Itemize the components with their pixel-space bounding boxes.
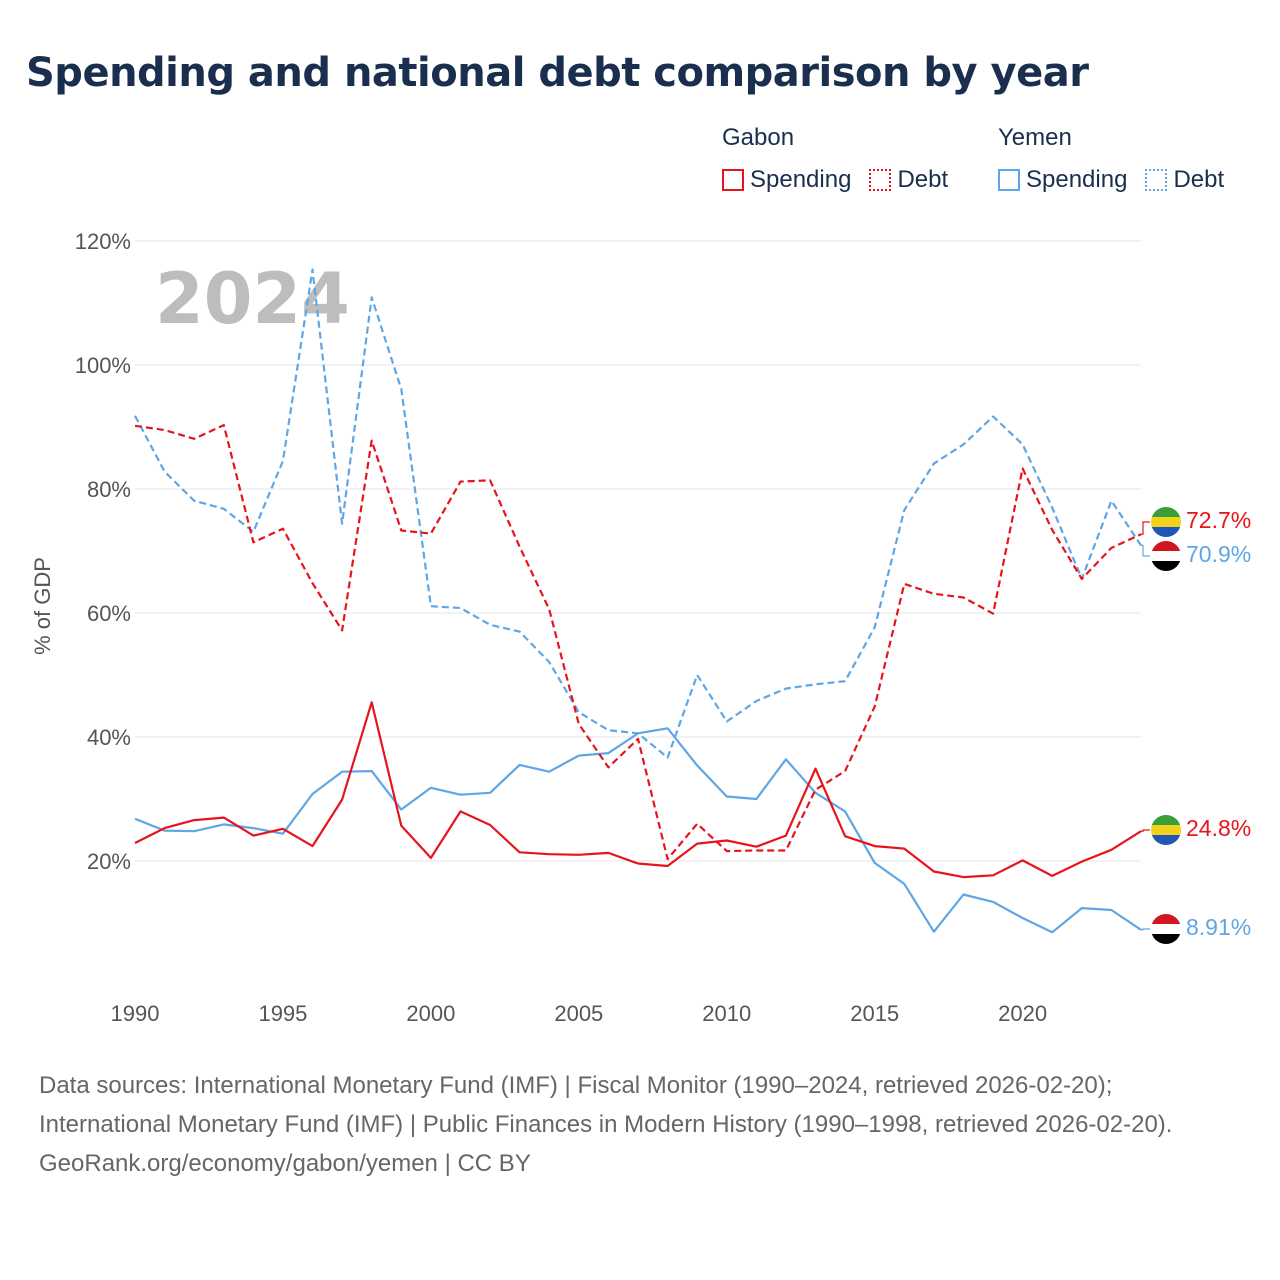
y-tick-label: 100% xyxy=(75,353,131,378)
x-tick-label: 1990 xyxy=(111,1001,160,1026)
legend-label: Spending xyxy=(1026,166,1128,193)
x-tick-label: 2005 xyxy=(554,1001,603,1026)
x-tick-label: 2020 xyxy=(998,1001,1047,1026)
y-tick-label: 80% xyxy=(87,477,131,502)
gridlines xyxy=(135,240,1141,862)
end-label-yemen-spending: 8.91% xyxy=(1186,914,1251,940)
legend-swatch-solid-icon xyxy=(722,169,744,191)
legend-group-name-yemen: Yemen xyxy=(998,124,1072,151)
end-label-yemen-debt: 70.9% xyxy=(1186,541,1251,567)
legend-label: Debt xyxy=(1173,166,1225,193)
series-line-gabon-debt[interactable] xyxy=(134,424,1142,861)
series-lines xyxy=(134,268,1150,934)
legend-item-gabon-debt[interactable]: Debt xyxy=(869,166,948,194)
legend-group-name-gabon: Gabon xyxy=(722,124,795,151)
data-sources: Data sources: International Monetary Fun… xyxy=(39,1072,1173,1138)
credit-link[interactable]: GeoRank.org/economy/gabon/yemen | CC BY xyxy=(39,1150,531,1177)
yemen-flag-icon xyxy=(1151,914,1181,944)
leader-line xyxy=(1141,829,1150,832)
leader-line xyxy=(1141,544,1150,557)
legend-label: Spending xyxy=(750,166,852,193)
y-tick-label: 40% xyxy=(87,725,131,750)
leader-line xyxy=(1141,928,1150,931)
footer: Data sources: International Monetary Fun… xyxy=(39,1066,1239,1183)
x-tick-label: 1995 xyxy=(258,1001,307,1026)
x-axis: 1990 1995 2000 2005 2010 2015 2020 xyxy=(111,1001,1048,1026)
series-line-yemen-spending[interactable] xyxy=(134,727,1142,934)
legend-swatch-solid-icon xyxy=(998,169,1020,191)
y-tick-label: 60% xyxy=(87,601,131,626)
y-axis-label: % of GDP xyxy=(30,557,55,655)
series-line-gabon-spending[interactable] xyxy=(134,701,1142,879)
gabon-flag-icon xyxy=(1151,815,1181,845)
year-watermark: 2024 xyxy=(155,258,350,340)
yemen-flag-icon xyxy=(1151,541,1181,571)
legend-item-gabon-spending[interactable]: Spending xyxy=(722,166,851,194)
y-tick-label: 120% xyxy=(75,229,131,254)
gabon-flag-icon xyxy=(1151,507,1181,537)
line-chart: 2024 20% 40% 60% 80% 100% 120% 1990 1995 2000 20… xyxy=(30,229,1251,1026)
y-tick-label: 20% xyxy=(87,849,131,874)
y-axis: 20% 40% 60% 80% 100% 120% xyxy=(75,229,131,874)
leader-line xyxy=(1141,521,1150,535)
chart-title: Spending and national debt comparison by… xyxy=(26,50,1089,96)
end-label-gabon-debt: 72.7% xyxy=(1186,507,1251,533)
end-markers: 72.7% 70.9% 24.8% 8.91% xyxy=(1151,507,1251,944)
series-line-yemen-debt[interactable] xyxy=(134,268,1142,759)
end-label-gabon-spending: 24.8% xyxy=(1186,815,1251,841)
x-tick-label: 2000 xyxy=(406,1001,455,1026)
legend-gabon: Gabon Spending Debt xyxy=(722,124,948,194)
legend-swatch-dotted-icon xyxy=(1145,169,1168,191)
legend-label: Debt xyxy=(897,166,949,193)
legend-yemen: Yemen Spending Debt xyxy=(998,124,1224,194)
x-tick-label: 2010 xyxy=(702,1001,751,1026)
x-tick-label: 2015 xyxy=(850,1001,899,1026)
legend-swatch-dotted-icon xyxy=(869,169,892,191)
legend-item-yemen-debt[interactable]: Debt xyxy=(1145,166,1224,194)
legend-item-yemen-spending[interactable]: Spending xyxy=(998,166,1127,194)
